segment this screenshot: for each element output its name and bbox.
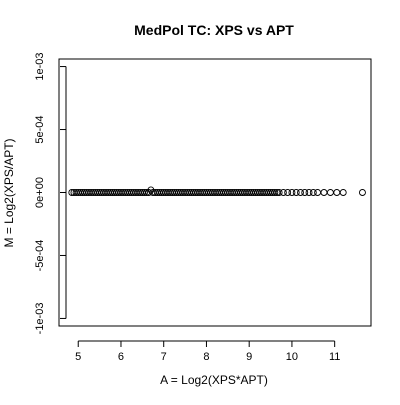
chart-title: MedPol TC: XPS vs APT [134,22,294,38]
plot-frame [58,58,372,327]
y-axis: -1e-03 -5e-04 0e+00 5e-04 1e-03 [34,52,67,335]
data-point [309,189,317,196]
x-tick-label: 6 [118,351,124,363]
data-point [279,189,287,196]
y-tick-label: 5e-04 [34,115,46,143]
data-point [292,189,300,196]
data-point [284,189,292,196]
x-tick-label: 11 [329,351,340,363]
data-point [288,189,296,196]
x-axis: 5 6 7 8 9 10 11 [75,340,340,363]
data-point [271,189,279,196]
x-axis-label: A = Log2(XPS*APT) [160,373,268,387]
data-point [320,189,328,196]
x-tick-label: 8 [203,351,209,363]
y-tick-label: 1e-03 [34,52,46,80]
data-point [314,189,322,196]
x-tick-label: 5 [75,351,81,363]
y-axis-label: M = Log2(XPS/APT) [2,138,16,247]
x-tick-label: 9 [246,351,252,363]
data-point [326,189,334,196]
data-point [141,189,148,196]
x-tick-label: 10 [286,351,298,363]
y-tick-label: -5e-04 [34,240,46,272]
data-point [359,189,366,196]
data-point [333,189,341,196]
data-point [275,189,283,196]
data-point [301,189,309,196]
data-points [68,186,366,196]
data-point [305,189,313,196]
y-tick-label: -1e-03 [34,303,46,335]
x-tick-label: 7 [161,351,167,363]
y-tick-label: 0e+00 [34,177,46,208]
data-point [339,189,347,196]
data-point [297,189,304,196]
